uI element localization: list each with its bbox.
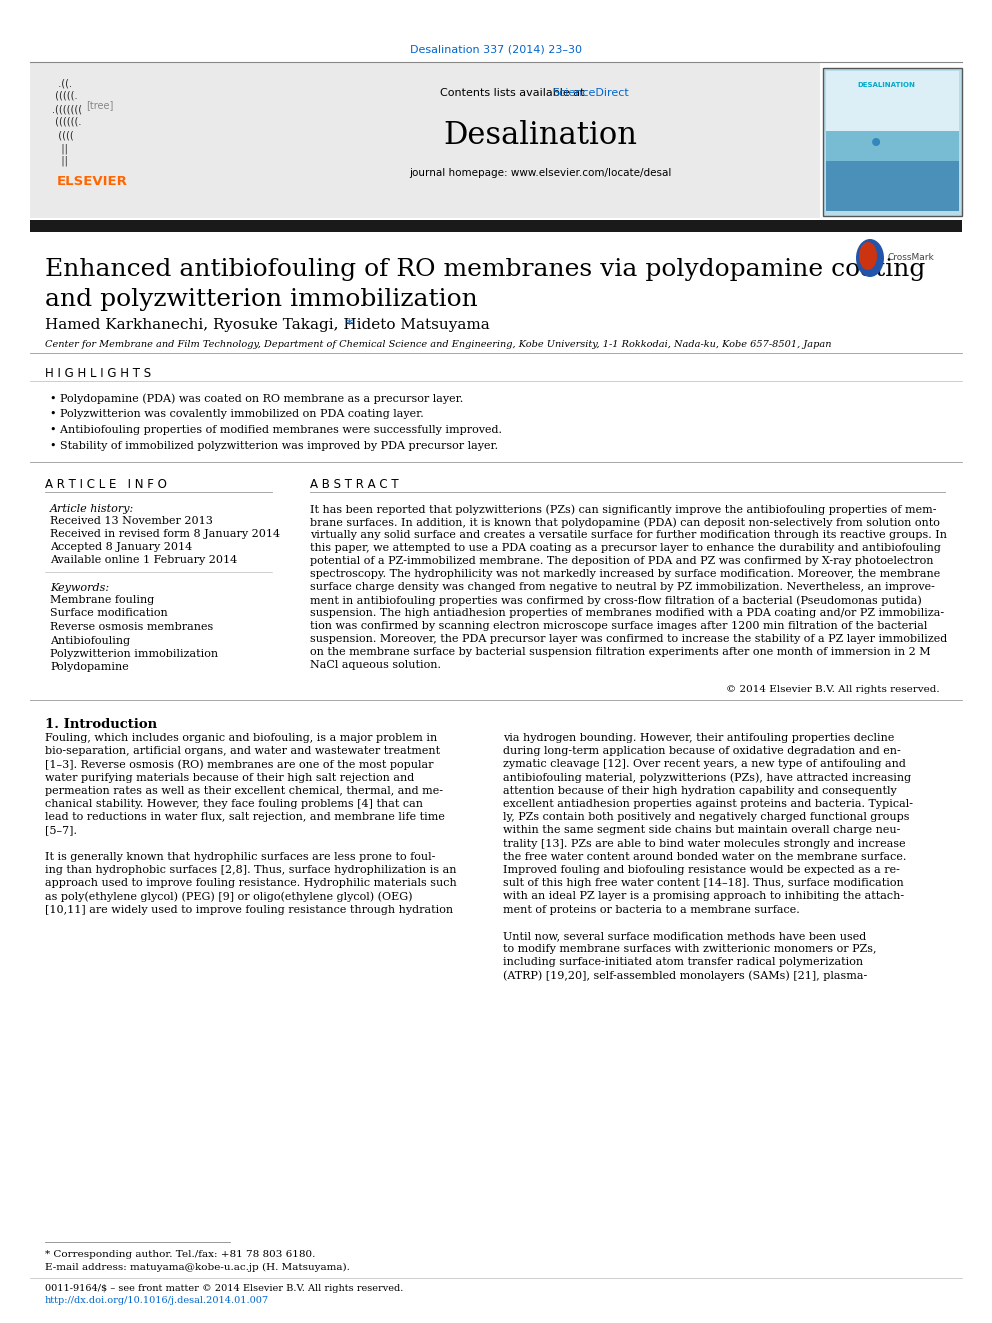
Text: tion was confirmed by scanning electron microscope surface images after 1200 min: tion was confirmed by scanning electron … xyxy=(310,620,928,631)
Text: ((((((.: ((((((. xyxy=(52,116,81,127)
Text: with an ideal PZ layer is a promising approach to inhibiting the attach-: with an ideal PZ layer is a promising ap… xyxy=(503,892,904,901)
Text: Antibiofouling: Antibiofouling xyxy=(50,635,130,646)
Text: *: * xyxy=(341,318,353,332)
Text: 0011-9164/$ – see front matter © 2014 Elsevier B.V. All rights reserved.: 0011-9164/$ – see front matter © 2014 El… xyxy=(45,1285,404,1293)
Text: .(((((((: .((((((( xyxy=(52,105,82,114)
Text: as poly(ethylene glycol) (PEG) [9] or oligo(ethylene glycol) (OEG): as poly(ethylene glycol) (PEG) [9] or ol… xyxy=(45,892,413,902)
Bar xyxy=(30,64,820,218)
Ellipse shape xyxy=(859,242,877,270)
Text: * Corresponding author. Tel./fax: +81 78 803 6180.: * Corresponding author. Tel./fax: +81 78… xyxy=(45,1250,315,1259)
Text: spectroscopy. The hydrophilicity was not markedly increased by surface modificat: spectroscopy. The hydrophilicity was not… xyxy=(310,569,940,579)
Text: Until now, several surface modification methods have been used: Until now, several surface modification … xyxy=(503,931,866,941)
Text: [10,11] are widely used to improve fouling resistance through hydration: [10,11] are widely used to improve fouli… xyxy=(45,905,453,914)
Bar xyxy=(30,220,962,232)
Text: E-mail address: matuyama@kobe-u.ac.jp (H. Matsuyama).: E-mail address: matuyama@kobe-u.ac.jp (H… xyxy=(45,1263,350,1273)
Text: NaCl aqueous solution.: NaCl aqueous solution. xyxy=(310,660,441,669)
Text: surface charge density was changed from negative to neutral by PZ immobilization: surface charge density was changed from … xyxy=(310,582,934,591)
Text: ||: || xyxy=(52,156,74,167)
Text: Polydopamine: Polydopamine xyxy=(50,663,129,672)
Text: CrossMark: CrossMark xyxy=(888,253,934,262)
Bar xyxy=(826,161,959,210)
Text: ScienceDirect: ScienceDirect xyxy=(552,89,629,98)
Text: ing than hydrophobic surfaces [2,8]. Thus, surface hydrophilization is an: ing than hydrophobic surfaces [2,8]. Thu… xyxy=(45,865,456,875)
Text: ly, PZs contain both positively and negatively charged functional groups: ly, PZs contain both positively and nega… xyxy=(503,812,910,822)
Text: Desalination 337 (2014) 23–30: Desalination 337 (2014) 23–30 xyxy=(410,45,582,56)
Text: Accepted 8 January 2014: Accepted 8 January 2014 xyxy=(50,542,192,552)
Text: • Polyzwitterion was covalently immobilized on PDA coating layer.: • Polyzwitterion was covalently immobili… xyxy=(50,409,424,419)
Text: Membrane fouling: Membrane fouling xyxy=(50,595,154,605)
Text: ((((: (((( xyxy=(52,130,76,140)
Text: Received 13 November 2013: Received 13 November 2013 xyxy=(50,516,213,527)
Text: journal homepage: www.elsevier.com/locate/desal: journal homepage: www.elsevier.com/locat… xyxy=(409,168,672,179)
Text: ||: || xyxy=(52,143,74,153)
Text: Article history:: Article history: xyxy=(50,504,134,515)
Text: lead to reductions in water flux, salt rejection, and membrane life time: lead to reductions in water flux, salt r… xyxy=(45,812,444,822)
Text: virtually any solid surface and creates a versatile surface for further modifica: virtually any solid surface and creates … xyxy=(310,531,947,540)
Text: • Antibiofouling properties of modified membranes were successfully improved.: • Antibiofouling properties of modified … xyxy=(50,425,502,435)
Text: Hamed Karkhanechi, Ryosuke Takagi, Hideto Matsuyama: Hamed Karkhanechi, Ryosuke Takagi, Hidet… xyxy=(45,318,490,332)
Text: permeation rates as well as their excellent chemical, thermal, and me-: permeation rates as well as their excell… xyxy=(45,786,443,796)
Text: antibiofouling material, polyzwitterions (PZs), have attracted increasing: antibiofouling material, polyzwitterions… xyxy=(503,773,911,783)
Text: (((((.: (((((. xyxy=(52,91,80,101)
Text: water purifying materials because of their high salt rejection and: water purifying materials because of the… xyxy=(45,773,415,783)
Text: brane surfaces. In addition, it is known that polydopamine (PDA) can deposit non: brane surfaces. In addition, it is known… xyxy=(310,517,939,528)
Text: [1–3]. Reverse osmosis (RO) membranes are one of the most popular: [1–3]. Reverse osmosis (RO) membranes ar… xyxy=(45,759,434,770)
Text: zymatic cleavage [12]. Over recent years, a new type of antifouling and: zymatic cleavage [12]. Over recent years… xyxy=(503,759,906,770)
Text: suspension. The high antiadhesion properties of membranes modified with a PDA co: suspension. The high antiadhesion proper… xyxy=(310,609,944,618)
Text: •: • xyxy=(868,130,884,157)
Bar xyxy=(823,67,962,216)
Text: bio-separation, artificial organs, and water and wastewater treatment: bio-separation, artificial organs, and w… xyxy=(45,746,440,757)
Text: Improved fouling and biofouling resistance would be expected as a re-: Improved fouling and biofouling resistan… xyxy=(503,865,900,875)
Text: Contents lists available at: Contents lists available at xyxy=(440,89,588,98)
Text: Available online 1 February 2014: Available online 1 February 2014 xyxy=(50,556,237,565)
Text: [5–7].: [5–7]. xyxy=(45,826,77,835)
Bar xyxy=(826,71,959,131)
Text: A B S T R A C T: A B S T R A C T xyxy=(310,478,399,491)
Text: during long-term application because of oxidative degradation and en-: during long-term application because of … xyxy=(503,746,901,757)
Text: Keywords:: Keywords: xyxy=(50,583,109,593)
Text: DESALINATION: DESALINATION xyxy=(857,82,915,89)
Text: .((.: .((. xyxy=(52,78,78,89)
Text: approach used to improve fouling resistance. Hydrophilic materials such: approach used to improve fouling resista… xyxy=(45,878,456,888)
Text: [tree]: [tree] xyxy=(86,101,114,110)
Text: Surface modification: Surface modification xyxy=(50,609,168,618)
Text: via hydrogen bounding. However, their antifouling properties decline: via hydrogen bounding. However, their an… xyxy=(503,733,895,744)
Text: suspension. Moreover, the PDA precursor layer was confirmed to increase the stab: suspension. Moreover, the PDA precursor … xyxy=(310,634,947,644)
Text: It has been reported that polyzwitterions (PZs) can significantly improve the an: It has been reported that polyzwitterion… xyxy=(310,504,936,515)
Text: within the same segment side chains but maintain overall charge neu-: within the same segment side chains but … xyxy=(503,826,901,835)
Text: Enhanced antibiofouling of RO membranes via polydopamine coating: Enhanced antibiofouling of RO membranes … xyxy=(45,258,926,280)
Text: and polyzwitterion immobilization: and polyzwitterion immobilization xyxy=(45,288,478,311)
Text: attention because of their high hydration capability and consequently: attention because of their high hydratio… xyxy=(503,786,897,796)
Text: • Polydopamine (PDA) was coated on RO membrane as a precursor layer.: • Polydopamine (PDA) was coated on RO me… xyxy=(50,393,463,404)
Text: It is generally known that hydrophilic surfaces are less prone to foul-: It is generally known that hydrophilic s… xyxy=(45,852,435,861)
Text: chanical stability. However, they face fouling problems [4] that can: chanical stability. However, they face f… xyxy=(45,799,423,808)
Text: on the membrane surface by bacterial suspension filtration experiments after one: on the membrane surface by bacterial sus… xyxy=(310,647,930,658)
Text: this paper, we attempted to use a PDA coating as a precursor layer to enhance th: this paper, we attempted to use a PDA co… xyxy=(310,542,940,553)
Text: Desalination: Desalination xyxy=(443,120,637,151)
Text: excellent antiadhesion properties against proteins and bacteria. Typical-: excellent antiadhesion properties agains… xyxy=(503,799,913,808)
Text: ELSEVIER: ELSEVIER xyxy=(57,175,128,188)
Text: trality [13]. PZs are able to bind water molecules strongly and increase: trality [13]. PZs are able to bind water… xyxy=(503,839,906,848)
Text: • Stability of immobilized polyzwitterion was improved by PDA precursor layer.: • Stability of immobilized polyzwitterio… xyxy=(50,441,498,451)
Ellipse shape xyxy=(856,239,884,277)
Text: sult of this high free water content [14–18]. Thus, surface modification: sult of this high free water content [14… xyxy=(503,878,904,888)
Text: H I G H L I G H T S: H I G H L I G H T S xyxy=(45,366,151,380)
Text: Reverse osmosis membranes: Reverse osmosis membranes xyxy=(50,622,213,632)
Text: ment in antibiofouling properties was confirmed by cross-flow filtration of a ba: ment in antibiofouling properties was co… xyxy=(310,595,922,606)
Text: Fouling, which includes organic and biofouling, is a major problem in: Fouling, which includes organic and biof… xyxy=(45,733,437,744)
Text: the free water content around bonded water on the membrane surface.: the free water content around bonded wat… xyxy=(503,852,907,861)
Text: Center for Membrane and Film Technology, Department of Chemical Science and Engi: Center for Membrane and Film Technology,… xyxy=(45,340,831,349)
Bar xyxy=(826,131,959,161)
Text: 1. Introduction: 1. Introduction xyxy=(45,718,157,732)
Text: ment of proteins or bacteria to a membrane surface.: ment of proteins or bacteria to a membra… xyxy=(503,905,800,914)
Text: potential of a PZ-immobilized membrane. The deposition of PDA and PZ was confirm: potential of a PZ-immobilized membrane. … xyxy=(310,556,933,566)
Text: Received in revised form 8 January 2014: Received in revised form 8 January 2014 xyxy=(50,529,280,538)
Text: A R T I C L E   I N F O: A R T I C L E I N F O xyxy=(45,478,167,491)
Text: © 2014 Elsevier B.V. All rights reserved.: © 2014 Elsevier B.V. All rights reserved… xyxy=(726,685,940,695)
Text: http://dx.doi.org/10.1016/j.desal.2014.01.007: http://dx.doi.org/10.1016/j.desal.2014.0… xyxy=(45,1297,269,1304)
Text: including surface-initiated atom transfer radical polymerization: including surface-initiated atom transfe… xyxy=(503,958,863,967)
Text: (ATRP) [19,20], self-assembled monolayers (SAMs) [21], plasma-: (ATRP) [19,20], self-assembled monolayer… xyxy=(503,971,867,982)
Text: to modify membrane surfaces with zwitterionic monomers or PZs,: to modify membrane surfaces with zwitter… xyxy=(503,945,877,954)
Text: Polyzwitterion immobilization: Polyzwitterion immobilization xyxy=(50,650,218,659)
